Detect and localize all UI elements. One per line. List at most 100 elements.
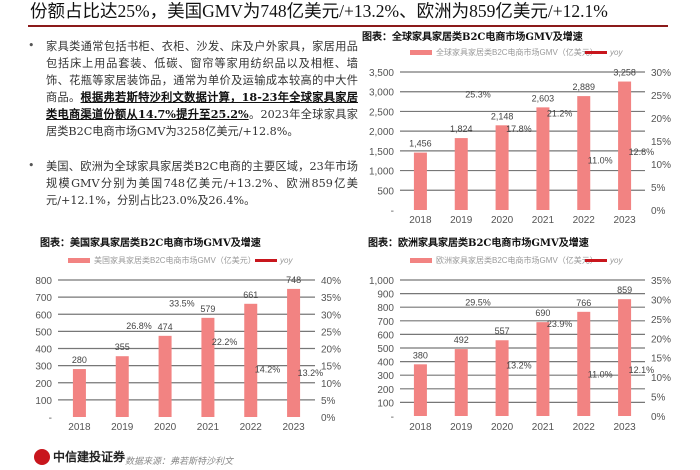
y-tick-label: - [49,413,52,424]
x-tick-label: 2018 [409,422,432,433]
x-tick-label: 2022 [573,422,596,433]
y-tick-label: 700 [377,317,394,328]
x-tick-label: 2023 [613,422,636,433]
bar-data-label: 3,258 [613,68,636,78]
x-tick-label: 2018 [68,422,91,433]
bar-data-label: 492 [454,335,469,345]
source-note: 数据来源：弗若斯特沙利文 [125,457,234,467]
bar-data-label: 474 [158,322,173,332]
bar-data-label: 2,889 [572,82,595,92]
y2-tick-label: 15% [321,362,341,373]
y-tick-label: 300 [35,362,52,373]
y-tick-label: 1,000 [369,167,394,178]
x-tick-label: 2021 [532,422,555,433]
chart-europe: 图表：欧洲家具家居类B2C电商市场GMV及增速 欧洲家具家居类B2C电商市场GMV… [350,232,700,444]
bullet: • [28,159,35,172]
bar [244,303,258,417]
chart-title: 图表：全球家具家居类B2C电商市场GMV及增速 [362,30,583,43]
x-tick-label: 2021 [532,215,555,226]
y2-tick-label: 15% [651,354,671,365]
y-tick-label: 800 [35,276,52,287]
y-tick-label: 1,500 [369,147,394,158]
line-data-label: 29.5% [465,297,491,307]
bar-data-label: 690 [535,308,550,318]
bar-data-label: 859 [617,285,632,295]
y-tick-label: - [391,412,394,423]
paragraph-1: 家具类通常包括书柜、衣柜、沙发、床及户外家具，家居用品包括床上用品套装、低碳、窗… [46,38,358,140]
bar-data-label: 766 [576,298,591,308]
y2-tick-label: 20% [321,345,341,356]
bar-data-label: 579 [200,304,215,314]
bar-data-label: 1,824 [450,124,473,134]
y2-tick-label: 25% [651,315,671,326]
bar [536,107,550,210]
x-tick-label: 2020 [154,422,177,433]
y2-tick-label: 35% [321,293,341,304]
y-tick-label: 800 [377,303,394,314]
bar-data-label: 355 [115,342,130,352]
bar-data-label: 380 [413,350,428,360]
line-data-label: 11.0% [588,369,613,379]
x-tick-label: 2018 [409,215,432,226]
chart-title: 图表：美国家具家居类B2C电商市场GMV及增速 [40,236,261,249]
bar-data-label: 2,148 [491,111,514,121]
y-tick-label: 200 [377,385,394,396]
y2-tick-label: 0% [651,206,666,217]
paragraph-text: 美国、欧洲为全球家具家居类B2C电商的主要区域，23年市场规模GMV分别为美国7… [46,160,358,207]
y-tick-label: 2,500 [369,107,394,118]
line-data-label: 33.5% [169,298,195,308]
y2-tick-label: 0% [321,413,336,424]
line-data-label: 13.2% [506,361,532,371]
y-tick-label: 500 [35,327,52,338]
y2-tick-label: 5% [321,396,336,407]
bar-data-label: 748 [286,275,301,285]
line-data-label: 23.9% [547,319,573,329]
y2-tick-label: 35% [651,276,671,287]
x-tick-label: 2019 [450,215,473,226]
y-tick-label: 3,000 [369,88,394,99]
bar [577,311,591,416]
bar [72,369,86,417]
y-tick-label: 600 [35,310,52,321]
bar [413,152,427,210]
bar [158,335,172,417]
y2-tick-label: 5% [651,393,666,404]
bar [287,288,301,417]
legend-line-swatch [585,51,607,54]
bar [454,138,468,210]
logo: 中信建投证券 [34,448,125,465]
y2-tick-label: 25% [321,327,341,338]
line-data-label: 21.2% [547,108,573,118]
legend-bar-swatch [68,258,90,263]
y2-tick-label: 20% [651,334,671,345]
y-tick-label: 400 [377,358,394,369]
title-rule [28,25,668,27]
y-tick-label: - [391,206,394,217]
bar-data-label: 661 [243,290,258,300]
legend-line-swatch [255,259,277,262]
y-tick-label: 1,000 [369,276,394,287]
legend-line-label: yoy [279,256,293,265]
x-tick-label: 2020 [491,422,514,433]
y-tick-label: 600 [377,330,394,341]
legend-bar-swatch [410,258,432,263]
x-tick-label: 2023 [282,422,305,433]
y2-tick-label: 30% [651,295,671,306]
x-tick-label: 2022 [573,215,596,226]
y-tick-label: 400 [35,345,52,356]
chart-global: 图表：全球家具家居类B2C电商市场GMV及增速 全球家具家居类B2C电商市场GMV… [360,30,700,234]
y2-tick-label: 5% [651,183,666,194]
y2-tick-label: 20% [651,114,671,125]
y2-tick-label: 30% [651,68,671,79]
bar-data-label: 557 [495,326,510,336]
line-data-label: 14.2% [255,364,281,374]
line-data-label: 11.0% [588,155,613,165]
y-tick-label: 2,000 [369,127,394,138]
y2-tick-label: 0% [651,412,666,423]
y-tick-label: 100 [35,396,52,407]
paragraph-text: 。2023年全球家具家居类B2C电商市场GMV为3258亿美元/+12.8%。 [46,108,358,138]
bar [115,356,129,417]
logo-text: 中信建投证券 [53,450,126,464]
chart-us: 图表：美国家具家居类B2C电商市场GMV及增速 美国家具家居类B2C电商市场GMV… [0,232,350,444]
logo-icon [34,448,50,465]
